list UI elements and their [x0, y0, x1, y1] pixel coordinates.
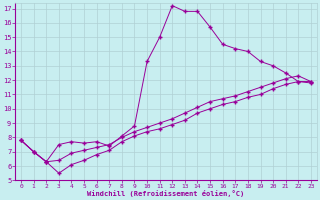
- X-axis label: Windchill (Refroidissement éolien,°C): Windchill (Refroidissement éolien,°C): [87, 190, 244, 197]
